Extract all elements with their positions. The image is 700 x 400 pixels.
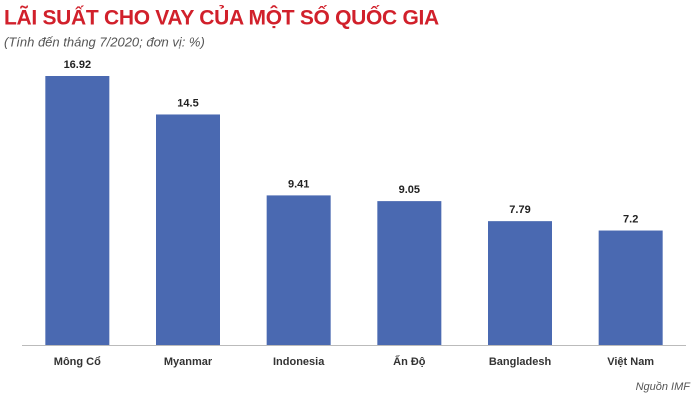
value-label: 9.41 xyxy=(288,178,309,190)
x-tick-label: Myanmar xyxy=(164,356,213,368)
bar xyxy=(266,195,331,345)
bar xyxy=(156,114,220,345)
source: Nguồn IMF xyxy=(636,381,692,393)
value-label: 14.5 xyxy=(177,97,198,109)
bar xyxy=(45,76,110,345)
x-tick-label: Indonesia xyxy=(273,356,325,368)
x-tick-label: Ấn Độ xyxy=(393,355,426,368)
bar xyxy=(377,201,442,345)
value-label: 9.05 xyxy=(399,184,420,196)
x-tick-label: Mông Cổ xyxy=(54,356,101,368)
x-tick-label: Bangladesh xyxy=(489,356,552,368)
chart-subtitle: (Tính đến tháng 7/2020; đơn vị: %) xyxy=(4,34,205,49)
x-tick-label: Việt Nam xyxy=(607,356,654,368)
value-label: 7.2 xyxy=(623,213,638,225)
chart-title: LÃI SUẤT CHO VAY CỦA MỘT SỐ QUỐC GIA xyxy=(4,6,439,30)
value-label: 7.79 xyxy=(509,204,530,216)
bar xyxy=(488,221,552,345)
value-label: 16.92 xyxy=(64,59,92,71)
bar xyxy=(598,230,663,345)
